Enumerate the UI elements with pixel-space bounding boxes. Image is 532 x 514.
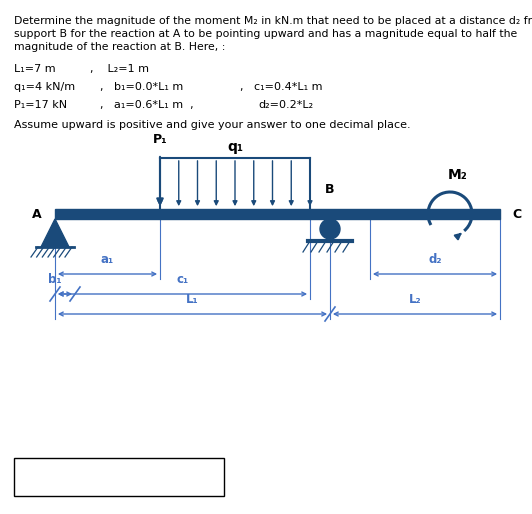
Bar [55,209,500,219]
Text: Determine the magnitude of the moment M₂ in kN.m that need to be placed at a dis: Determine the magnitude of the moment M₂… [14,16,532,52]
Text: P₁=17 kN: P₁=17 kN [14,100,67,110]
Polygon shape [41,219,69,247]
Text: d₂: d₂ [428,253,442,266]
Text: q₁=4 kN/m: q₁=4 kN/m [14,82,75,92]
Circle shape [320,219,340,239]
Text: P₁: P₁ [153,133,167,146]
Text: Assume upward is positive and give your answer to one decimal place.: Assume upward is positive and give your … [14,120,411,130]
Text: ,   c₁=0.4*L₁ m: , c₁=0.4*L₁ m [240,82,322,92]
Text: C: C [512,208,521,221]
Text: ,   a₁=0.6*L₁ m  ,: , a₁=0.6*L₁ m , [100,100,194,110]
Text: d₂=0.2*L₂: d₂=0.2*L₂ [258,100,313,110]
Text: A: A [32,208,42,221]
Text: L₂: L₂ [409,293,421,306]
Text: M₂: M₂ [448,168,468,182]
Text: ,    L₂=1 m: , L₂=1 m [90,64,149,74]
Text: L₁: L₁ [186,293,199,306]
Text: q₁: q₁ [227,140,243,154]
Bar [14,458,224,496]
Text: b₁: b₁ [48,273,62,286]
Text: c₁: c₁ [177,273,188,286]
Text: B: B [325,183,335,196]
Text: ,   b₁=0.0*L₁ m: , b₁=0.0*L₁ m [100,82,183,92]
Text: a₁: a₁ [101,253,114,266]
Text: L₁=7 m: L₁=7 m [14,64,56,74]
